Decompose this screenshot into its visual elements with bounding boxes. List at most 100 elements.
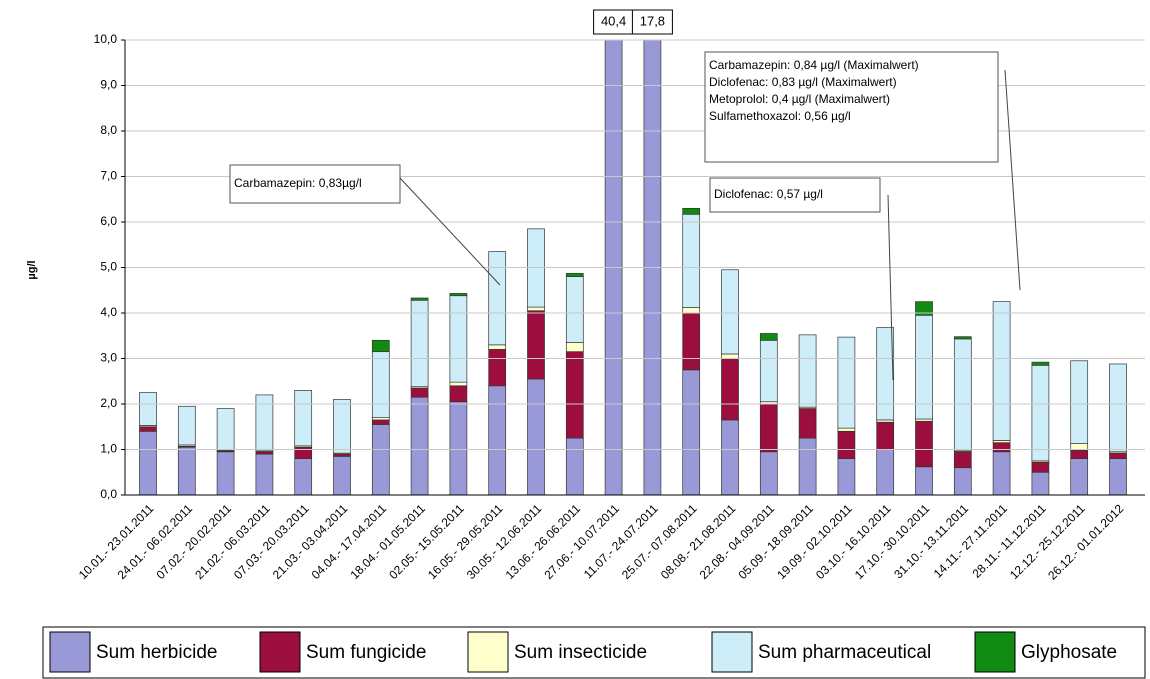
legend-label: Glyphosate: [1021, 642, 1117, 663]
bar-segment: [449, 401, 468, 496]
bar-segment: [255, 453, 274, 496]
bar-segment: [139, 430, 157, 496]
bar-segment: [837, 427, 856, 432]
bar-segment: [294, 446, 313, 459]
annotation-text: Carbamazepin: 0,83µg/l: [234, 176, 362, 190]
annotation-text: Diclofenac: 0,57 µg/l: [714, 187, 823, 201]
value-label-frame: [593, 9, 635, 35]
legend-label: Sum herbicide: [96, 642, 217, 663]
bar-segment: [682, 369, 701, 496]
bar-segment: [953, 336, 972, 340]
annotation-leader: [399, 177, 501, 286]
bar-segment: [643, 40, 662, 496]
bar-segment: [953, 451, 972, 469]
bar-segment: [565, 351, 584, 439]
annotation-box: [229, 164, 401, 204]
bar-segment: [1031, 461, 1050, 473]
y-tick-label: 3,0: [100, 351, 117, 365]
bar-segment: [565, 273, 584, 277]
bar-segment: [488, 349, 507, 387]
bar-segment: [759, 403, 778, 453]
bar-segment: [953, 467, 972, 496]
x-tick-label: 26.12.- 01.01.2012: [1045, 501, 1126, 582]
y-tick-label: 7,0: [100, 169, 117, 183]
bar-segment: [837, 458, 856, 496]
bar-segment: [139, 426, 157, 432]
y-axis-label: µg/l: [26, 260, 38, 279]
bar-segment: [992, 442, 1011, 453]
bar-segment: [1031, 364, 1050, 462]
bar-segment: [1070, 360, 1089, 444]
bar-segment: [798, 437, 817, 496]
bar-segment: [527, 378, 545, 496]
bar-segment: [915, 301, 933, 316]
value-label-box: 40,4: [593, 9, 635, 35]
legend-frame: [42, 626, 1146, 679]
bar-segment: [410, 396, 429, 496]
bar-segment: [953, 338, 972, 452]
annotation-text: Metoprolol: 0,4 µg/l (Maximalwert): [709, 92, 890, 106]
bar-segment: [876, 421, 895, 450]
y-tick-label: 9,0: [100, 78, 117, 92]
bar-segment: [992, 451, 1011, 496]
bar-segment: [876, 327, 895, 421]
bar-segment: [527, 310, 545, 380]
bar-segment: [682, 208, 701, 215]
bar-segment: [294, 458, 313, 496]
bar-segment: [759, 451, 778, 496]
bar-segment: [565, 437, 584, 496]
annotation-text: Carbamazepin: 0,84 µg/l (Maximalwert): [709, 58, 919, 72]
bar-segment: [333, 399, 351, 454]
bar-segment: [1070, 458, 1089, 496]
bar-segment: [371, 339, 390, 353]
bar-segment: [798, 408, 817, 439]
bar-segment: [682, 312, 701, 371]
bar-segment: [216, 408, 235, 451]
bar-segment: [604, 40, 623, 496]
bar-segment: [915, 420, 933, 468]
bar-segment: [1109, 363, 1127, 453]
bar-segment: [1070, 450, 1089, 459]
value-label: 17,8: [640, 13, 665, 28]
bar-segment: [721, 353, 739, 359]
bar-segment: [682, 213, 701, 308]
value-label-box: 17,8: [631, 9, 673, 35]
annotation-box: [709, 177, 881, 213]
bar-segment: [139, 392, 157, 426]
legend-swatch: [259, 631, 301, 673]
bar-segment: [449, 295, 468, 383]
bar-segment: [759, 333, 778, 341]
y-tick-label: 1,0: [100, 442, 117, 456]
annotation-text: Sulfamethoxazol: 0,56 µg/l: [709, 109, 851, 123]
value-label-frame: [631, 9, 673, 35]
legend-label: Sum insecticide: [514, 642, 647, 663]
legend-label: Sum pharmaceutical: [758, 642, 931, 663]
annotation-leader: [1004, 69, 1021, 291]
bar-segment: [915, 466, 933, 496]
bar-segment: [333, 455, 351, 496]
legend-label: Sum fungicide: [306, 642, 426, 663]
legend-swatch: [974, 631, 1016, 673]
bar-segment: [798, 334, 817, 408]
bar-segment: [721, 269, 739, 355]
y-tick-label: 2,0: [100, 396, 117, 410]
bar-segment: [876, 449, 895, 496]
y-tick-label: 10,0: [94, 32, 118, 46]
bar-segment: [371, 424, 390, 496]
bar-segment: [371, 419, 390, 425]
bar-segment: [216, 451, 235, 496]
legend-swatch: [711, 631, 753, 673]
bar-segment: [449, 385, 468, 403]
bar-segment: [294, 390, 313, 447]
annotation-text: Diclofenac: 0,83 µg/l (Maximalwert): [709, 75, 897, 89]
bar-segment: [837, 336, 856, 429]
bar-segment: [1031, 471, 1050, 496]
annotation-leader: [887, 194, 894, 381]
bar-segment: [255, 394, 274, 452]
bar-segment: [449, 293, 468, 297]
y-tick-label: 0,0: [100, 487, 117, 501]
bar-segment: [565, 342, 584, 353]
value-label: 40,4: [601, 13, 626, 28]
legend-swatch: [467, 631, 509, 673]
